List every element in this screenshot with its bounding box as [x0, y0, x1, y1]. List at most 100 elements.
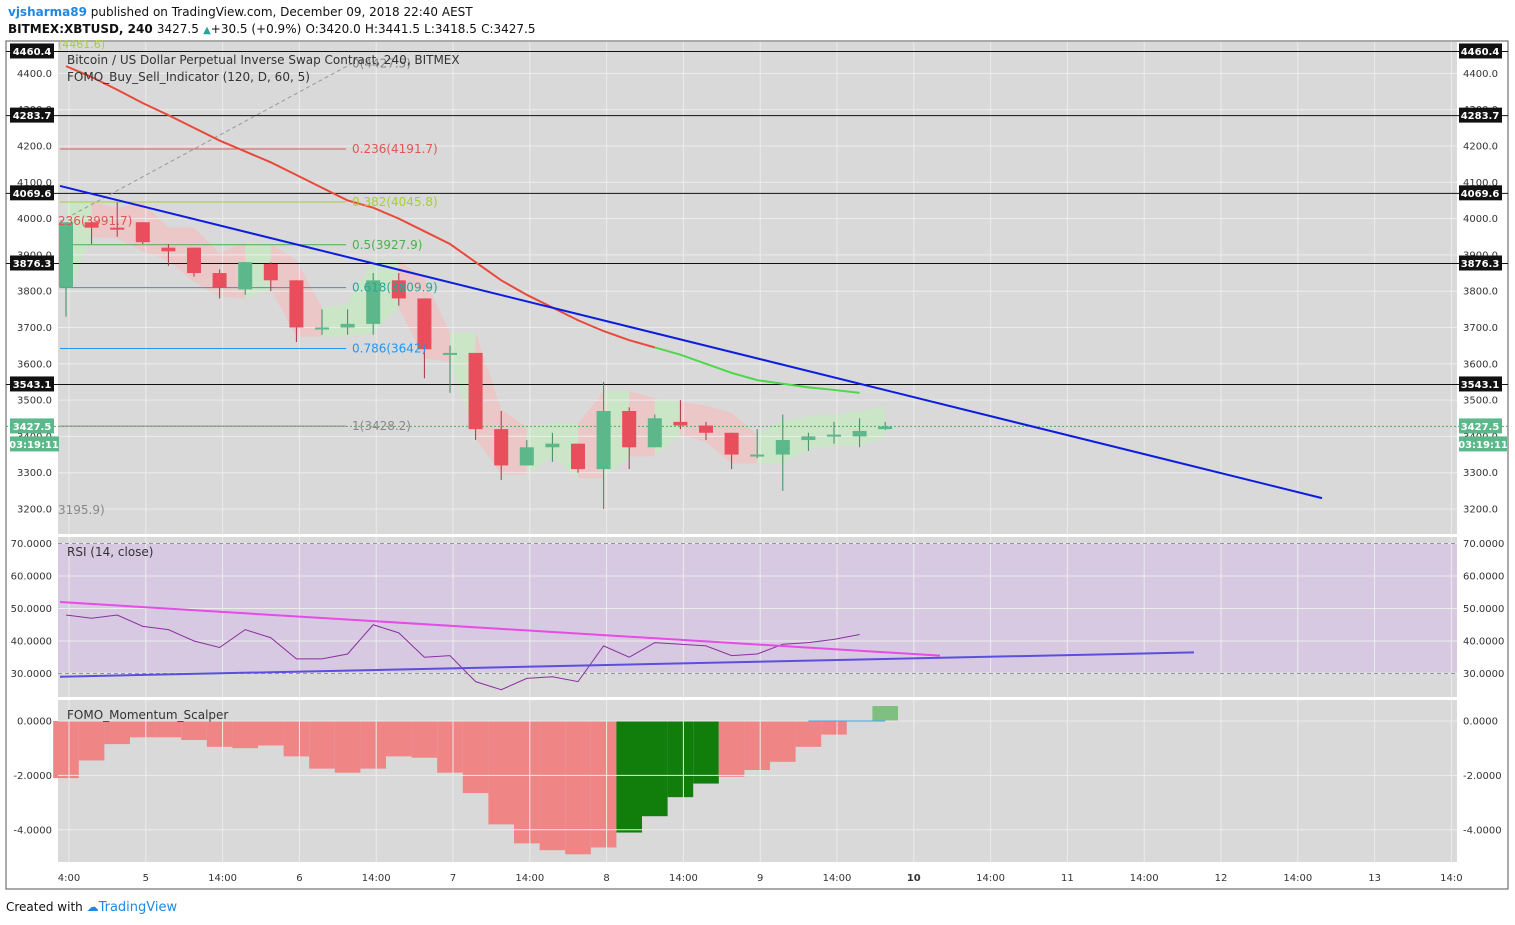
price-level-value-right: 3543.1 [1461, 380, 1500, 391]
x-tick-label: 14:00 [669, 873, 698, 884]
candle-body [161, 247, 176, 252]
x-tick-label: 10 [907, 873, 921, 884]
momentum-bar [821, 721, 847, 735]
rsi-tick-label-right: 70.0000 [1463, 539, 1504, 550]
momentum-bar [565, 721, 591, 855]
fib-level-label: 0(4427.5) [352, 56, 411, 70]
price-level-value-left: 3543.1 [13, 380, 52, 391]
fib-diagonal [59, 62, 353, 223]
moving-average-tail [654, 346, 860, 394]
y-tick-label-left: 3500.0 [17, 396, 52, 407]
candle-body [750, 454, 765, 457]
mom-tick-label-right: -4.0000 [1463, 825, 1502, 836]
candle-body [238, 262, 253, 290]
x-tick-label: 11 [1061, 873, 1074, 884]
candle-body [59, 222, 73, 288]
price-level-tag-left [10, 107, 54, 123]
trend-line [59, 184, 1323, 500]
y-tick-label-right: 4400.0 [1463, 69, 1498, 80]
momentum-bar [283, 721, 310, 757]
y-tick-label-left: 4100.0 [17, 178, 52, 189]
candle-body [775, 440, 790, 455]
momentum-bar [309, 721, 335, 769]
tradingview-logo-icon: ☁ [86, 900, 99, 914]
candle-body [622, 410, 637, 448]
y-tick-label-right: 3800.0 [1463, 287, 1498, 298]
momentum-bar [590, 721, 617, 848]
price-level-tag-left [10, 255, 54, 271]
indicator-cloud-segment [142, 202, 169, 261]
candle-body [545, 443, 560, 448]
publish-info: vjsharma89 published on TradingView.com,… [8, 5, 473, 19]
y-tick-label-right: 4100.0 [1463, 178, 1498, 189]
candle-body [724, 432, 739, 455]
y-tick-label-left: 4000.0 [17, 214, 52, 225]
y-tick-label-right: 3500.0 [1463, 396, 1498, 407]
price-level-tag-left [10, 185, 54, 201]
candle-body [366, 280, 381, 324]
price-level-value-left: 3876.3 [13, 259, 52, 270]
price-level-tag-right [1459, 185, 1502, 201]
rsi-trend-up [59, 651, 1195, 678]
candle-body [443, 352, 457, 355]
tradingview-link[interactable]: TradingView [98, 900, 178, 915]
fib-level-label: 0.5(3927.9) [352, 238, 422, 252]
candle-body [699, 425, 713, 433]
candle-body [468, 352, 483, 430]
y-tick-label-left: 3200.0 [17, 505, 52, 516]
candle-body [596, 410, 611, 470]
candle-body [647, 418, 662, 448]
indicator-cloud-segment [322, 303, 348, 337]
mom-tick-label-right: -2.0000 [1463, 771, 1502, 782]
x-tick-label: 14:00 [976, 873, 1005, 884]
x-tick-label: 14:00 [1130, 873, 1159, 884]
momentum-bar [718, 721, 745, 777]
momentum-bar [53, 721, 79, 779]
ohlc-low: L:3418.5 [424, 22, 477, 36]
momentum-bar [104, 721, 130, 745]
momentum-bar [539, 721, 566, 851]
candle-body [187, 247, 201, 274]
y-tick-label-left: 4400.0 [17, 69, 52, 80]
price-level-value-left: 3427.5 [13, 422, 52, 433]
footer: Created with ☁TradingView [6, 900, 177, 915]
price-level-tag-right [1459, 418, 1502, 434]
x-tick-label: 14:0 [1440, 873, 1462, 884]
momentum-legend: FOMO_Momentum_Scalper [67, 708, 228, 722]
x-tick-label: 14:00 [362, 873, 391, 884]
price-level-tag-left [10, 418, 54, 434]
candle-body [135, 222, 150, 243]
indicator-cloud-segment [834, 410, 860, 446]
momentum-bar [770, 721, 796, 762]
indicator-cloud-segment [808, 414, 834, 450]
momentum-bar [411, 721, 438, 758]
fib-level-label: 0.618(3809.9) [352, 281, 438, 295]
x-tick-label: 7 [450, 873, 456, 884]
publish-text: published on TradingView.com, December 0… [90, 5, 473, 19]
price-level-tag-right [1459, 255, 1502, 271]
fib-left-label: 236(3991.7) [58, 214, 132, 228]
fib-level-label: 0.236(4191.7) [352, 142, 438, 156]
price-level-tag-right [1459, 107, 1502, 123]
author-link[interactable]: vjsharma89 [8, 5, 87, 19]
y-tick-label-right: 3300.0 [1463, 468, 1498, 479]
price-level-value-right: 4283.7 [1461, 111, 1500, 122]
momentum-bar [616, 721, 642, 833]
momentum-bar [181, 721, 207, 741]
rsi-trend-down [59, 601, 941, 657]
x-tick-label: 13 [1368, 873, 1381, 884]
candle-body [494, 429, 509, 466]
price-level-value-right: 4460.4 [1461, 47, 1500, 58]
x-tick-label: 5 [143, 873, 149, 884]
candle-body [673, 421, 688, 426]
y-tick-label-right: 3600.0 [1463, 359, 1498, 370]
candle-body [391, 280, 406, 299]
candle-body [315, 327, 329, 330]
indicator-legend: FOMO_Buy_Sell_Indicator (120, D, 60, 5) [67, 70, 310, 84]
momentum-bar [872, 706, 898, 721]
x-tick-label: 14:00 [515, 873, 544, 884]
price-level-tag-right [1459, 376, 1502, 392]
price-level-value-left: 4460.4 [13, 47, 52, 58]
y-tick-label-right: 4000.0 [1463, 214, 1498, 225]
